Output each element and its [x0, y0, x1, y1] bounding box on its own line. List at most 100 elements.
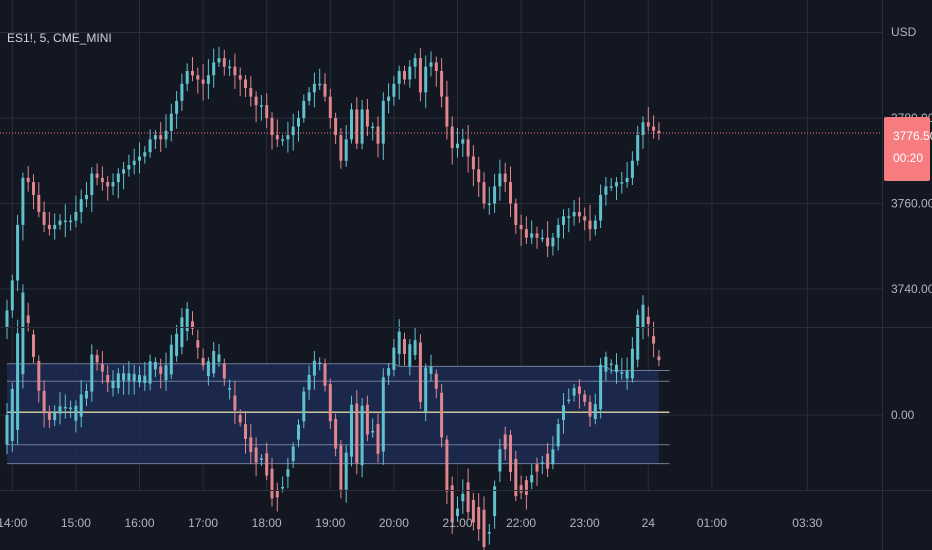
- time-axis[interactable]: 14:00 15:00 16:00 17:00 18:00 19:00 20:00 21:00…: [0, 516, 823, 530]
- price-candle-body: [424, 66, 428, 93]
- oscillator-candle-body: [429, 366, 433, 374]
- price-candle-body: [21, 177, 25, 225]
- symbol-legend[interactable]: ES1!, 5, CME_MINI: [7, 31, 112, 45]
- price-candle-body: [599, 194, 603, 221]
- oscillator-candle-body: [376, 424, 380, 454]
- oscillator-candle-body: [302, 391, 306, 422]
- oscillator-candle-body: [323, 363, 327, 386]
- price-candle-body: [206, 75, 210, 84]
- price-candle-body: [387, 96, 391, 101]
- price-candle-body: [456, 143, 459, 148]
- price-candle-body: [450, 126, 454, 148]
- oscillator-candle-body: [206, 361, 210, 377]
- oscillator-candle-body: [657, 356, 661, 361]
- oscillator-candle-body: [450, 485, 454, 523]
- oscillator-candle-body: [222, 363, 226, 379]
- price-candle-body: [85, 194, 88, 200]
- oscillator-candle-body: [175, 333, 179, 357]
- oscillator-candle-body: [291, 446, 295, 462]
- oscillator-candle-body: [281, 486, 285, 489]
- price-candle-body: [652, 126, 656, 131]
- price-candle-body: [609, 186, 613, 188]
- price-candle-body: [69, 220, 73, 223]
- price-candle-body: [344, 139, 348, 161]
- price-candle-body: [148, 139, 152, 153]
- time-axis-label: 15:00: [61, 516, 91, 530]
- oscillator-candle-body: [482, 509, 486, 547]
- oscillator-candle-body: [138, 375, 141, 383]
- oscillator-candle-body: [371, 430, 375, 433]
- oscillator-candle-body: [275, 489, 279, 498]
- oscillator-candle-body: [466, 482, 470, 513]
- oscillator-candle-body: [180, 317, 184, 348]
- price-candle-body: [212, 62, 216, 76]
- price-candle-body: [530, 233, 534, 238]
- price-candle-body: [180, 83, 184, 101]
- price-candle-body: [185, 70, 189, 84]
- oscillator-axis-label: 0.00: [891, 408, 915, 422]
- oscillator-candle-body: [212, 351, 216, 374]
- price-candle-body: [546, 237, 550, 247]
- oscillator-band: [7, 363, 659, 464]
- price-candle-body: [127, 165, 131, 170]
- price-candle-body: [254, 96, 258, 106]
- oscillator-candle-body: [286, 469, 290, 477]
- oscillator-candle-body: [387, 368, 391, 376]
- oscillator-candle-body: [477, 506, 481, 530]
- price-candle-body: [498, 173, 502, 187]
- price-candle-body: [217, 58, 221, 63]
- price-candle-body: [487, 203, 491, 205]
- price-candle-body: [434, 62, 438, 71]
- price-candle-body: [10, 280, 14, 311]
- price-candle-body: [138, 156, 141, 161]
- oscillator-candle-body: [514, 458, 518, 497]
- price-candle-body: [328, 96, 332, 118]
- oscillator-candle-body: [201, 357, 205, 366]
- price-candle-body: [524, 229, 528, 238]
- oscillator-candle-body: [381, 377, 385, 452]
- time-axis-label: 14:00: [0, 516, 28, 530]
- time-axis-label: 17:00: [188, 516, 218, 530]
- oscillator-candle-body: [572, 388, 576, 396]
- price-candle-body: [228, 66, 232, 69]
- oscillator-candle-body: [604, 356, 608, 372]
- oscillator-candle-body: [53, 412, 57, 421]
- price-candle-body: [461, 139, 465, 144]
- oscillator-axis[interactable]: 0.00: [891, 408, 915, 422]
- oscillator-candle-body: [143, 375, 147, 384]
- price-candle-body: [471, 156, 475, 170]
- oscillator-candle-body: [259, 458, 263, 460]
- oscillator-candle-body: [90, 354, 94, 392]
- oscillator-candle-body: [625, 371, 629, 379]
- price-candle-body: [503, 173, 507, 183]
- time-axis-label: 19:00: [315, 516, 345, 530]
- oscillator-candle-body: [339, 445, 343, 490]
- oscillator-candle-body: [132, 373, 136, 382]
- price-candle-body: [222, 58, 226, 67]
- price-candle-body: [201, 79, 205, 84]
- price-candle-body: [249, 88, 253, 97]
- oscillator-candle-body: [577, 386, 581, 394]
- oscillator-candle-body: [424, 367, 428, 413]
- oscillator-candle-body: [63, 406, 67, 409]
- oscillator-candle-body: [21, 292, 25, 375]
- time-axis-label: 20:00: [379, 516, 409, 530]
- oscillator-candles: [5, 284, 661, 550]
- oscillator-candle-body: [519, 485, 523, 493]
- price-candle-body: [259, 105, 263, 107]
- price-candle-body: [646, 122, 650, 127]
- oscillator-candle-body: [334, 418, 338, 449]
- price-candle-body: [339, 135, 343, 161]
- last-price-countdown: 00:20: [893, 151, 923, 165]
- oscillator-candle-body: [318, 362, 322, 364]
- price-candle-body: [297, 118, 300, 127]
- price-candle-body: [63, 220, 67, 223]
- price-candle-body: [286, 135, 290, 140]
- oscillator-candle-body: [540, 462, 544, 464]
- price-candle-body: [466, 139, 470, 157]
- price-candle-body: [32, 182, 35, 195]
- oscillator-candle-body: [535, 464, 539, 472]
- oscillator-candle-body: [593, 404, 597, 419]
- oscillator-candle-body: [636, 315, 640, 360]
